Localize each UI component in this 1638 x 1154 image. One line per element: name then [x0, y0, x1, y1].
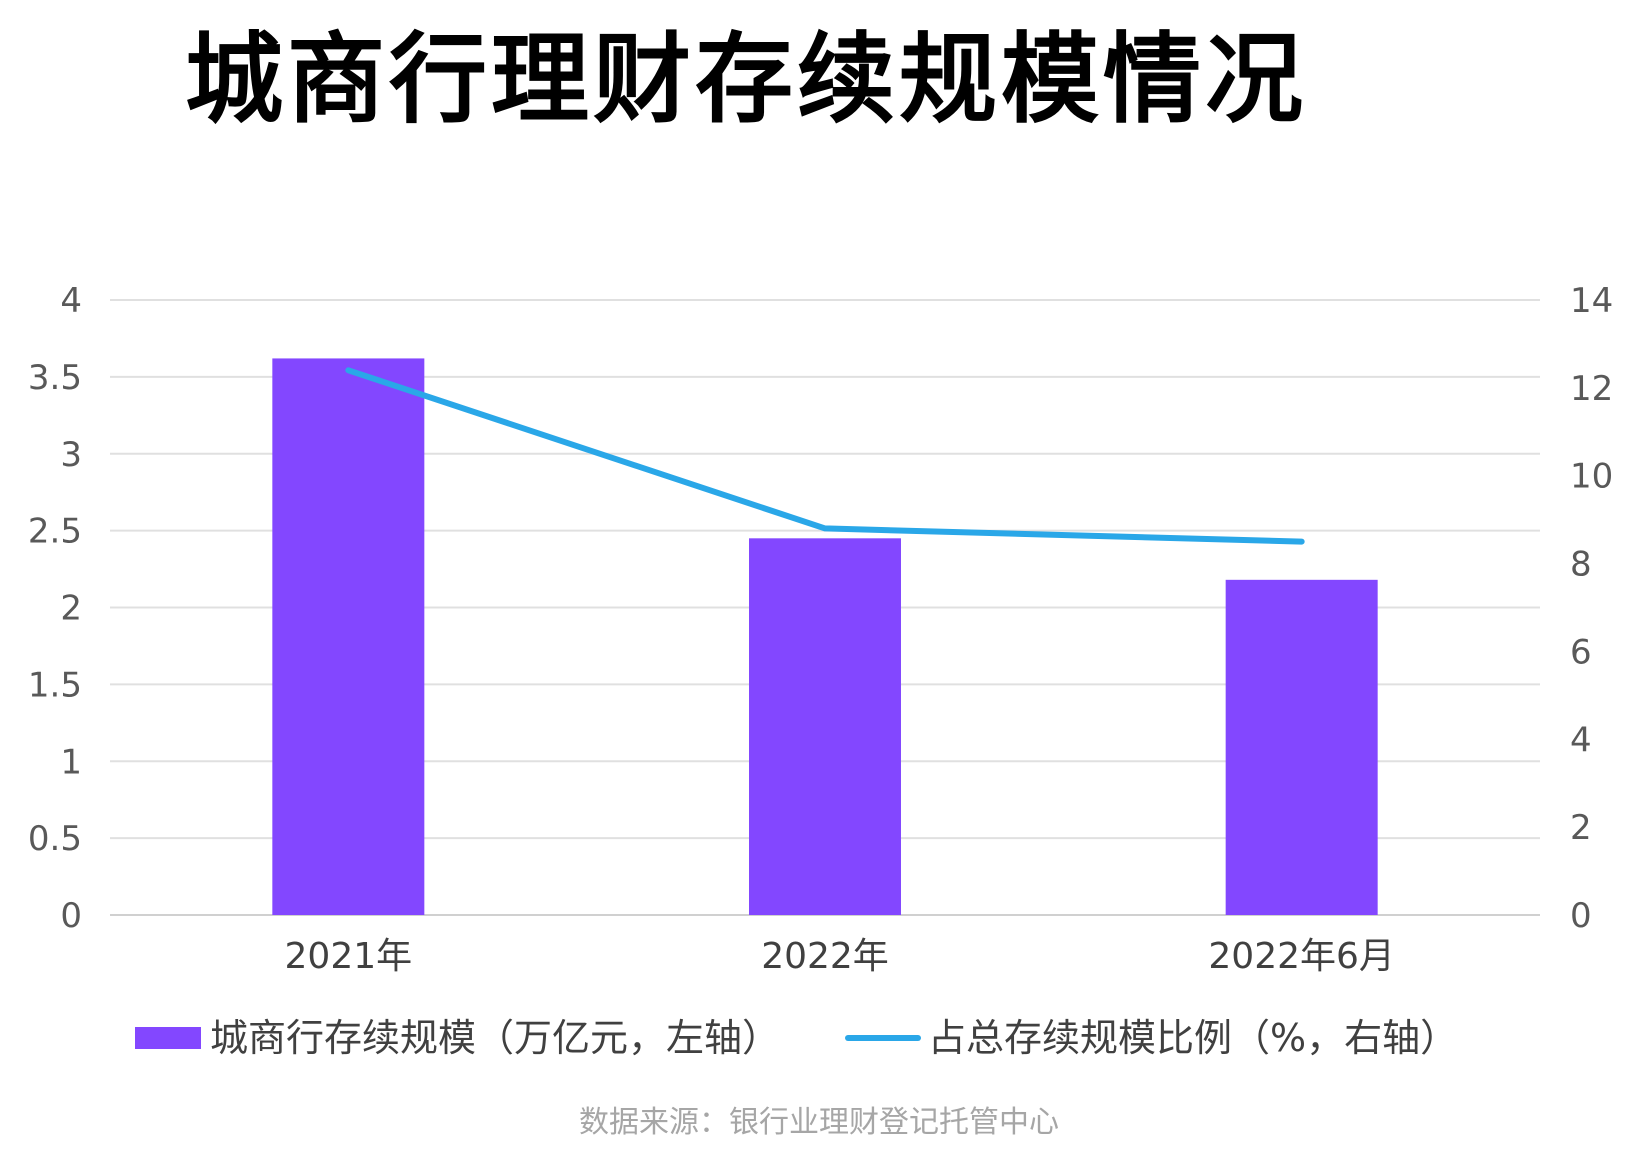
right-tick-label: 14 [1570, 281, 1613, 321]
left-axis-ticks: 0 0.5 1 1.5 2 2.5 3 3.5 4 [28, 281, 82, 936]
x-tick-label: 2022年6月 [1208, 936, 1395, 977]
right-tick-label: 10 [1570, 457, 1613, 497]
left-tick-label: 0 [60, 896, 82, 936]
right-axis-ticks: 0 2 4 6 8 10 12 14 [1570, 281, 1613, 936]
source-note: 数据来源：银行业理财登记托管中心 [579, 1105, 1059, 1140]
left-tick-label: 2 [60, 589, 82, 629]
right-tick-label: 8 [1570, 545, 1592, 585]
legend-line-label: 占总存续规模比例（%，右轴） [928, 1016, 1458, 1060]
x-axis-ticks: 2021年 2022年 2022年6月 [285, 936, 1395, 977]
line-series [345, 367, 1305, 545]
chart-title: 城商行理财存续规模情况 [185, 23, 1308, 137]
left-tick-label: 0.5 [28, 819, 82, 859]
x-tick-label: 2022年 [761, 936, 889, 977]
right-tick-label: 0 [1570, 896, 1592, 936]
legend: 城商行存续规模（万亿元，左轴） 占总存续规模比例（%，右轴） [135, 1016, 1458, 1060]
right-tick-label: 6 [1570, 632, 1592, 672]
bar-series [272, 358, 1378, 915]
right-tick-label: 2 [1570, 808, 1592, 848]
bar [749, 538, 901, 915]
left-tick-label: 3 [60, 435, 82, 475]
left-tick-label: 2.5 [28, 512, 82, 552]
left-tick-label: 4 [60, 281, 82, 321]
x-tick-label: 2021年 [285, 936, 413, 977]
left-tick-label: 3.5 [28, 358, 82, 398]
bar [1225, 579, 1378, 915]
bar [272, 358, 425, 915]
right-tick-label: 12 [1570, 369, 1613, 409]
right-tick-label: 4 [1570, 720, 1592, 760]
line-path [345, 367, 1305, 545]
left-tick-label: 1.5 [28, 665, 82, 705]
legend-bar-label: 城商行存续规模（万亿元，左轴） [210, 1016, 780, 1060]
legend-bar-swatch [135, 1027, 201, 1049]
left-tick-label: 1 [60, 742, 82, 782]
